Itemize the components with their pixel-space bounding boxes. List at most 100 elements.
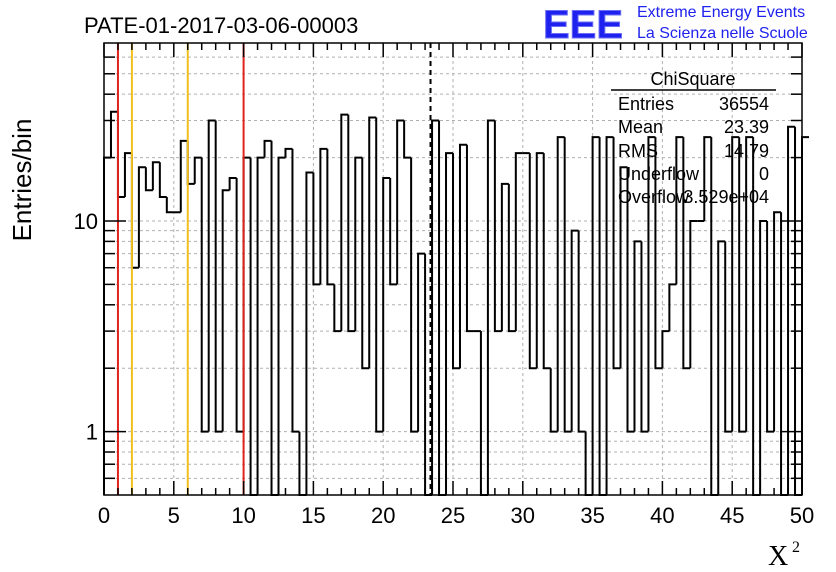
histogram-bin-84 xyxy=(689,219,698,369)
stats-entries-value: 36554 xyxy=(719,94,769,114)
histogram-bin-75 xyxy=(626,167,635,433)
histogram-bin-13 xyxy=(193,156,202,184)
histogram-bars xyxy=(103,110,809,496)
histogram-bin-17 xyxy=(221,189,230,432)
x-tick-label-10: 50 xyxy=(790,503,814,528)
histogram-bin-79 xyxy=(654,137,663,370)
histogram-bin-99 xyxy=(794,126,802,496)
x-tick-label-9: 45 xyxy=(720,503,744,528)
histogram-bin-4 xyxy=(130,153,139,269)
histogram-bin-89 xyxy=(724,241,733,433)
histogram-bin-86 xyxy=(703,136,712,221)
histogram-bin-34 xyxy=(340,113,349,332)
histogram-bin-54 xyxy=(479,331,488,496)
histogram-bin-73 xyxy=(612,137,621,370)
histogram-bin-49 xyxy=(445,152,453,495)
y-axis-title: Entries/bin xyxy=(7,119,37,242)
histogram-bin-14 xyxy=(200,157,209,433)
stats-rms-value: 14.79 xyxy=(724,141,769,161)
stats-entries-label: Entries xyxy=(618,94,674,114)
histogram-bin-27 xyxy=(291,148,300,433)
histogram-bin-55 xyxy=(486,119,495,495)
histogram-bin-97 xyxy=(780,212,789,496)
histogram-bin-68 xyxy=(577,230,586,433)
histogram-bin-66 xyxy=(563,137,572,433)
histogram-bin-83 xyxy=(682,137,691,370)
histogram-bin-29 xyxy=(305,171,314,495)
histogram-bin-33 xyxy=(333,284,342,333)
histogram-bin-40 xyxy=(382,176,391,432)
histogram-bin-57 xyxy=(500,182,509,332)
histogram-bin-1 xyxy=(109,110,118,158)
histogram-bin-3 xyxy=(123,152,132,197)
histogram-bin-98 xyxy=(787,125,796,495)
histogram-bin-8 xyxy=(158,162,167,198)
x-tick-label-6: 30 xyxy=(511,503,535,528)
histogram-bin-65 xyxy=(556,136,565,432)
histogram-bin-67 xyxy=(570,229,579,432)
histogram-bin-7 xyxy=(151,161,160,191)
histogram-bin-59 xyxy=(514,152,523,332)
histogram-bin-70 xyxy=(591,136,600,495)
histogram-bin-62 xyxy=(535,152,544,369)
stats-overflow-value: 3.529e+04 xyxy=(683,187,769,207)
histogram-bin-43 xyxy=(403,120,412,159)
stats-underflow-label: Underflow xyxy=(618,164,700,184)
histogram-bin-31 xyxy=(319,147,328,285)
histogram-bin-20 xyxy=(242,156,251,432)
histogram-bin-19 xyxy=(235,177,244,433)
histogram-bin-52 xyxy=(465,144,474,333)
tick-labels: 0 5 10 15 20 25 30 35 40 45 50 1 10 xyxy=(74,209,815,528)
histogram-bin-76 xyxy=(633,240,642,432)
histogram-bin-39 xyxy=(375,117,384,433)
y-tick-label-0: 1 xyxy=(86,420,98,445)
histogram-bin-48 xyxy=(438,120,447,496)
histogram-bin-2 xyxy=(116,111,125,198)
histogram-bin-90 xyxy=(731,136,740,432)
histogram-bin-18 xyxy=(228,176,237,191)
plot-title: PATE-01-2017-03-06-00003 xyxy=(84,13,358,38)
histogram-bin-64 xyxy=(549,368,558,433)
histogram-bin-50 xyxy=(452,153,460,370)
stats-rms-label: RMS xyxy=(618,141,658,161)
x-tick-label-8: 40 xyxy=(650,503,674,528)
y-tick-label-1: 10 xyxy=(74,209,98,234)
x-tick-label-1: 5 xyxy=(168,503,180,528)
x-axis-title-exponent: 2 xyxy=(792,539,800,556)
x-axis-title: X 2 xyxy=(768,539,800,572)
stats-mean-label: Mean xyxy=(618,117,663,137)
x-tick-label-3: 15 xyxy=(301,503,325,528)
histogram-bin-47 xyxy=(431,119,440,495)
x-tick-label-0: 0 xyxy=(98,503,110,528)
threshold-lines xyxy=(116,43,432,495)
histogram-bin-21 xyxy=(249,157,258,496)
histogram-bin-92 xyxy=(745,136,754,432)
histogram-bin-77 xyxy=(640,241,649,433)
histogram-bin-0 xyxy=(103,156,111,495)
histogram-bin-41 xyxy=(389,177,398,286)
histogram-bin-100 xyxy=(801,136,809,495)
histogram-bin-96 xyxy=(773,211,782,432)
histogram-bin-26 xyxy=(284,147,293,158)
histogram-bin-58 xyxy=(507,183,516,333)
histogram-bin-32 xyxy=(326,148,335,286)
histogram-bin-38 xyxy=(368,116,377,369)
histogram-bin-11 xyxy=(179,139,188,213)
histogram-bin-74 xyxy=(619,166,628,369)
histogram-bin-5 xyxy=(137,166,146,268)
histogram-bin-6 xyxy=(144,167,153,192)
stats-underflow-value: 0 xyxy=(759,164,769,184)
x-tick-label-5: 25 xyxy=(441,503,465,528)
histogram-bin-94 xyxy=(759,219,768,495)
histogram-bin-45 xyxy=(417,252,426,432)
histogram-bin-24 xyxy=(270,140,279,496)
histogram-bin-30 xyxy=(312,172,321,286)
histogram-bin-91 xyxy=(738,137,747,433)
histogram-bin-95 xyxy=(766,220,775,433)
histogram-bin-42 xyxy=(396,119,405,285)
histogram-bin-44 xyxy=(410,157,419,433)
stats-box: ChiSquare Entries 36554 Mean 23.39 RMS 1… xyxy=(611,69,776,207)
x-axis-title-base: X xyxy=(768,541,788,572)
histogram-bin-37 xyxy=(361,157,370,370)
